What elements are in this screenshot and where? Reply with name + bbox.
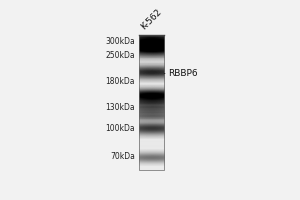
Text: K-562: K-562 [139,7,164,32]
Text: 130kDa: 130kDa [106,103,135,112]
Bar [139,35,164,170]
Text: 70kDa: 70kDa [110,152,135,161]
Text: 100kDa: 100kDa [106,124,135,133]
Text: RBBP6: RBBP6 [168,69,198,78]
Text: 250kDa: 250kDa [106,51,135,60]
Bar [139,35,164,170]
Text: 180kDa: 180kDa [106,77,135,86]
Text: 300kDa: 300kDa [105,37,135,46]
